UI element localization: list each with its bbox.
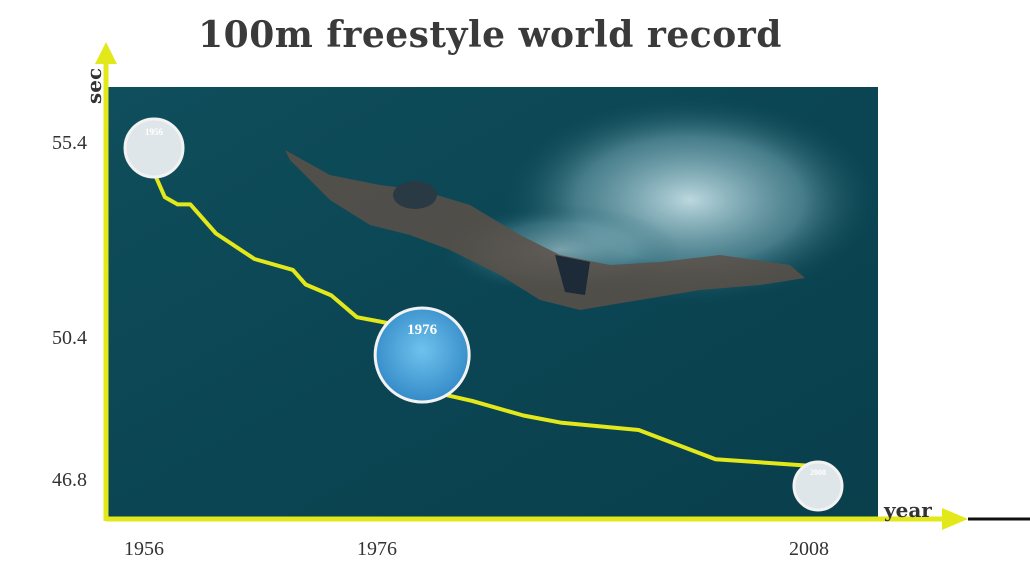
x-tick-label: 2008 xyxy=(789,538,829,560)
year-badges: 1956 1976 2008 xyxy=(123,117,844,512)
badge-1956: 1956 xyxy=(123,117,185,179)
x-axis-arrowhead xyxy=(942,508,968,530)
swimmer-illustration xyxy=(285,95,880,310)
x-axis-label: year xyxy=(883,498,932,522)
badge-photo xyxy=(123,117,185,179)
badge-label: 1976 xyxy=(407,322,438,338)
badge-1976: 1976 xyxy=(373,306,471,404)
chart-title: 100m freestyle world record xyxy=(198,14,782,56)
y-tick-label: 55.4 xyxy=(52,132,87,154)
x-axis xyxy=(106,508,1030,530)
x-tick-label: 1976 xyxy=(357,538,397,560)
badge-label: 2008 xyxy=(810,468,826,477)
y-axis-arrowhead xyxy=(95,42,117,64)
y-tick-label: 50.4 xyxy=(52,327,87,349)
x-tick-label: 1956 xyxy=(124,538,164,560)
record-series xyxy=(124,137,833,494)
y-axis-label: sec xyxy=(82,68,106,104)
badge-2008: 2008 xyxy=(792,460,844,512)
badge-label: 1956 xyxy=(145,127,164,137)
y-tick-label: 46.8 xyxy=(52,469,87,491)
record-line xyxy=(124,137,833,494)
badge-photo xyxy=(373,306,471,404)
y-axis xyxy=(95,42,117,521)
badge-photo xyxy=(792,460,844,512)
